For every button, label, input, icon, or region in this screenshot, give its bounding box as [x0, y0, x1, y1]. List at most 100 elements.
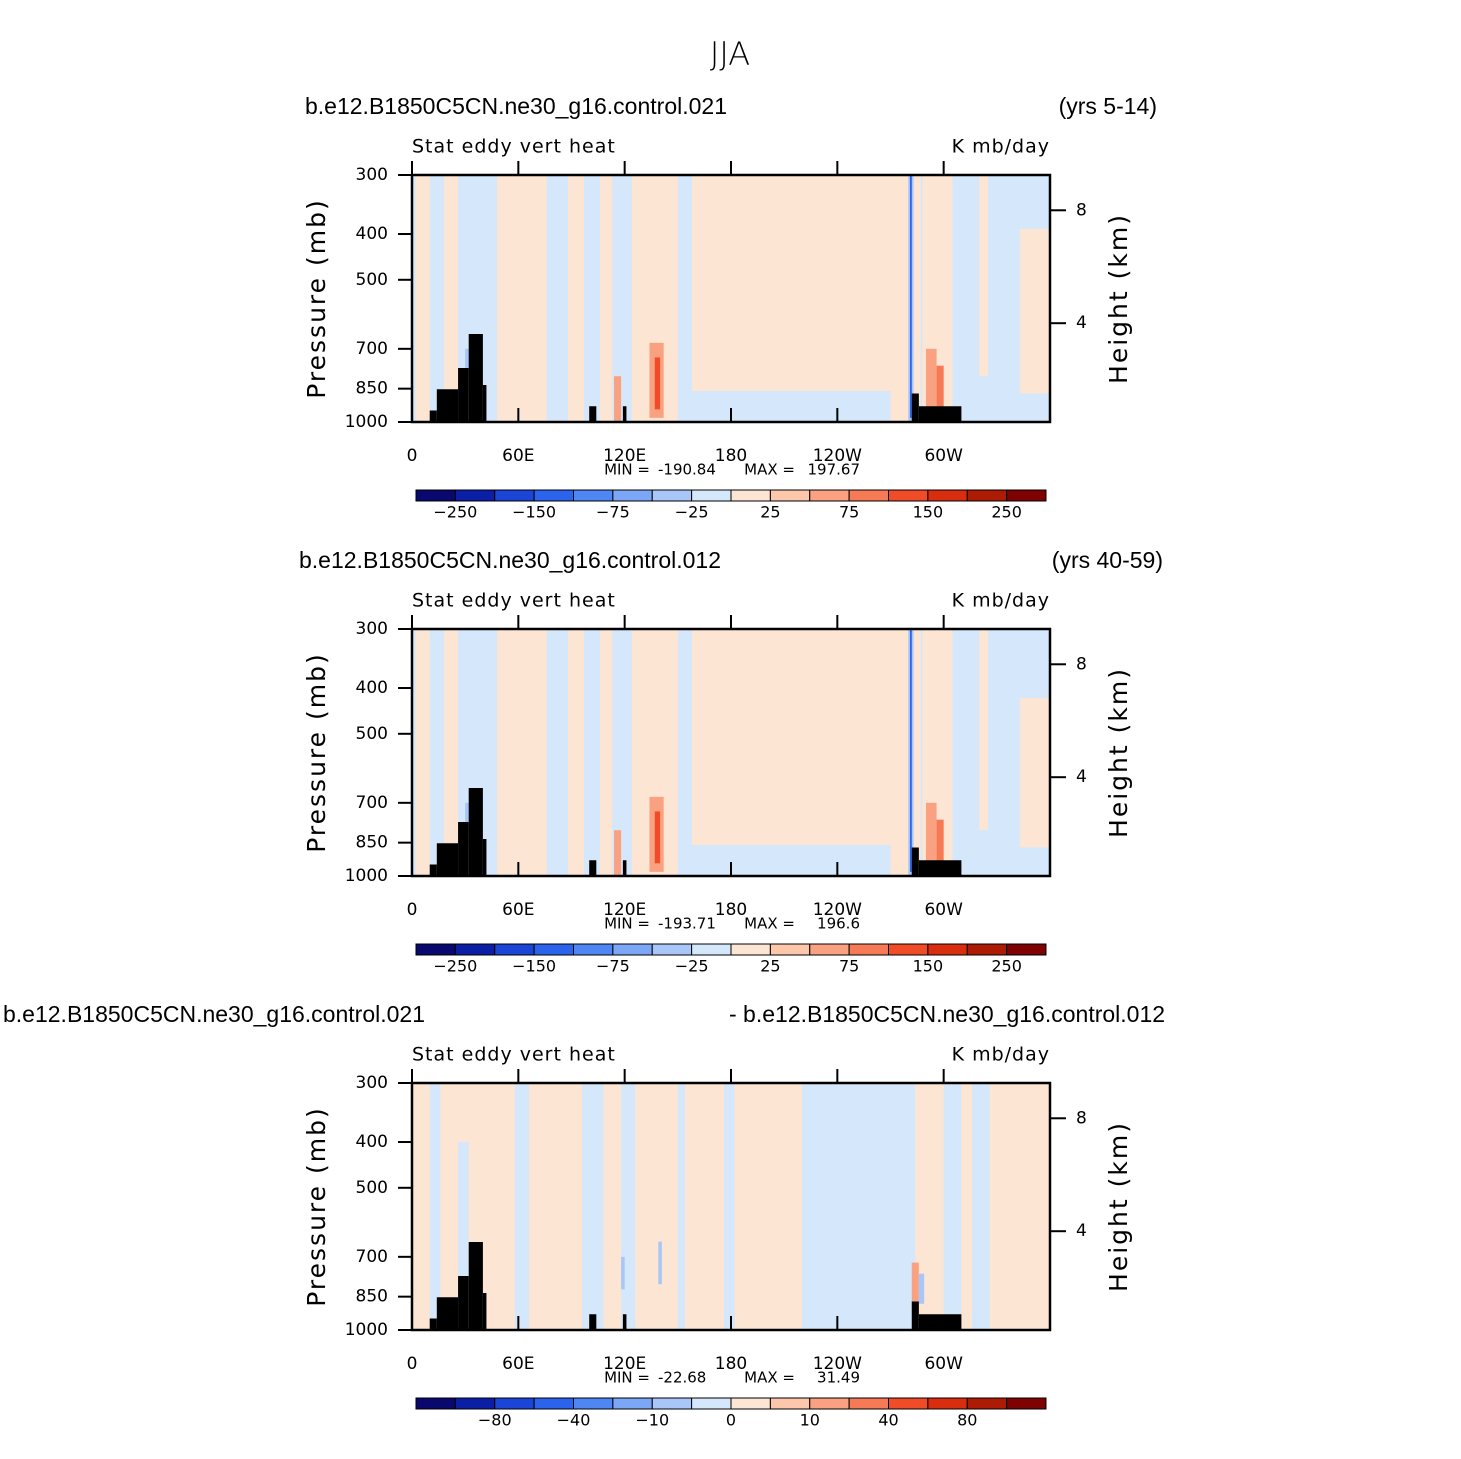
contour-region	[599, 629, 613, 876]
colorbar-box	[848, 943, 889, 956]
contour-region	[819, 1083, 877, 1304]
x-tick-label: 60E	[502, 446, 534, 466]
max-label: MAX =	[744, 1369, 795, 1387]
contour-region	[979, 629, 988, 831]
topography	[458, 1276, 469, 1330]
contour-region	[972, 1083, 990, 1330]
colorbar-box	[494, 1397, 535, 1410]
y-axis-label: Pressure (mb)	[302, 652, 331, 852]
colorbar-label: 75	[839, 957, 859, 976]
contour-region	[723, 1083, 735, 1330]
colorbar-box	[809, 1397, 850, 1410]
colorbar-label: −250	[433, 503, 477, 522]
contour-region	[658, 1241, 662, 1285]
colorbar-box	[533, 489, 574, 502]
contour-region	[925, 802, 937, 876]
contour-region	[443, 175, 459, 401]
colorbar-box	[573, 1397, 614, 1410]
colorbar-box	[888, 489, 929, 502]
min-value: -193.71	[658, 915, 716, 933]
colorbar-box	[1006, 489, 1047, 502]
x-tick-label: 120E	[603, 900, 646, 920]
contour-region	[936, 819, 944, 868]
colorbar-box	[691, 943, 732, 956]
left-title: b.e12.B1850C5CN.ne30_g16.control.021	[3, 1001, 425, 1027]
colorbar-box	[454, 489, 496, 502]
contour-region	[925, 348, 937, 422]
colorbar-box	[651, 943, 693, 956]
colorbar-box	[848, 1397, 889, 1410]
colorbar-box	[927, 1397, 968, 1410]
colorbar-box	[651, 489, 693, 502]
units: K mb/day	[952, 136, 1050, 158]
colorbar-label: 0	[726, 1411, 736, 1430]
colorbar-label: 150	[913, 503, 944, 522]
colorbar-box	[494, 943, 535, 956]
figure-title: JJA	[710, 35, 750, 73]
x-tick-label: 60W	[924, 1354, 963, 1374]
colorbar-box	[691, 489, 732, 502]
x-tick-label: 0	[407, 446, 418, 466]
colorbar-label: 250	[991, 503, 1022, 522]
contour-region	[443, 629, 459, 855]
x-tick-label: 120W	[813, 1354, 862, 1374]
min-label: MIN =	[604, 1369, 650, 1387]
topography	[436, 843, 459, 876]
colorbar-box	[415, 943, 456, 956]
colorbar-box	[1006, 1397, 1047, 1410]
colorbar-box	[966, 943, 1008, 956]
contour-region	[677, 1083, 685, 1330]
colorbar-label: 80	[957, 1411, 977, 1430]
topography	[468, 788, 483, 876]
x-tick-label: 60E	[502, 900, 534, 920]
max-label: MAX =	[744, 915, 795, 933]
x-tick-label: 120W	[813, 900, 862, 920]
y2-axis-label: Height (km)	[1104, 667, 1133, 838]
colorbar-label: 150	[913, 957, 944, 976]
y-tick-label: 850	[356, 379, 388, 399]
contour-region	[415, 175, 430, 422]
colorbar-box	[612, 943, 653, 956]
topography	[911, 393, 919, 422]
contour-region	[911, 1262, 919, 1313]
x-tick-label: 60W	[924, 446, 963, 466]
topography	[429, 410, 437, 422]
topography	[458, 822, 469, 876]
x-tick-label: 120E	[603, 446, 646, 466]
topography	[589, 860, 597, 876]
topography	[458, 368, 469, 422]
colorbar-label: −150	[512, 957, 556, 976]
colorbar-box	[573, 943, 614, 956]
topography	[468, 1242, 483, 1330]
contour-region	[582, 1083, 604, 1330]
y-tick-label: 400	[356, 1132, 388, 1152]
topography	[482, 839, 487, 876]
contour-region	[614, 830, 622, 876]
colorbar-box	[612, 1397, 653, 1410]
y-tick-label: 700	[356, 793, 388, 813]
units: K mb/day	[952, 1044, 1050, 1066]
colorbar-box	[769, 489, 811, 502]
left-title: b.e12.B1850C5CN.ne30_g16.control.021	[305, 93, 727, 119]
topography	[589, 1314, 597, 1330]
y2-axis-label: Height (km)	[1104, 1121, 1133, 1292]
x-tick-label: 120E	[603, 1354, 646, 1374]
colorbar-label: 25	[760, 957, 780, 976]
y-tick-label: 300	[356, 165, 388, 185]
center-title: Stat eddy vert heat	[412, 590, 616, 612]
min-label: MIN =	[604, 461, 650, 479]
topography	[482, 385, 487, 422]
min-value: -22.68	[658, 1369, 706, 1387]
colorbar-box	[809, 943, 850, 956]
contour-region	[890, 175, 921, 422]
y-tick-label: 1000	[345, 1320, 388, 1340]
colorbar-label: −40	[557, 1411, 591, 1430]
center-title: Stat eddy vert heat	[412, 136, 616, 158]
colorbar-label: −250	[433, 957, 477, 976]
contour-region	[979, 175, 988, 377]
topography	[429, 1318, 437, 1330]
y-tick-label: 700	[356, 339, 388, 359]
y2-tick-label: 8	[1076, 654, 1087, 674]
colorbar-box	[415, 489, 456, 502]
